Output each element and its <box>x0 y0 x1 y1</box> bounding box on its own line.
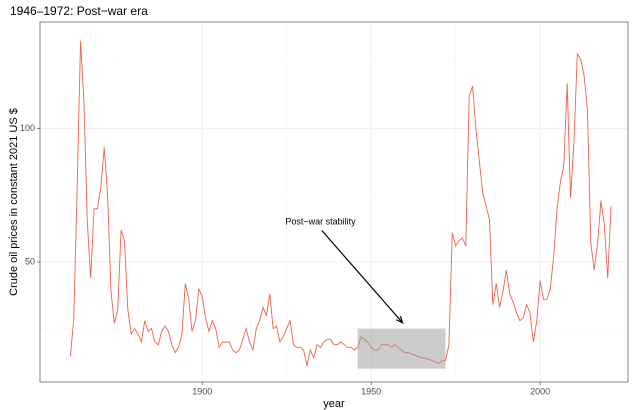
chart-title: 1946–1972: Post−war era <box>10 4 148 18</box>
y-tick-label: 100 <box>20 123 35 133</box>
highlight-rect <box>357 328 446 369</box>
price-line <box>69 40 612 367</box>
y-axis-label: Crude oil prices in constant 2021 US $ <box>8 108 20 296</box>
x-tick-label: 2000 <box>530 386 550 396</box>
panel-border <box>39 21 629 383</box>
x-tick-label: 1900 <box>192 386 212 396</box>
x-tick-label: 1950 <box>361 386 381 396</box>
arrow-line <box>321 230 404 324</box>
arrow-head <box>396 315 404 324</box>
marks <box>69 40 612 369</box>
x-axis-label: year <box>323 398 345 410</box>
y-tick-label: 50 <box>25 256 35 266</box>
panel <box>40 22 628 382</box>
grid <box>40 22 628 382</box>
annotation: Post−war stability <box>285 216 356 226</box>
